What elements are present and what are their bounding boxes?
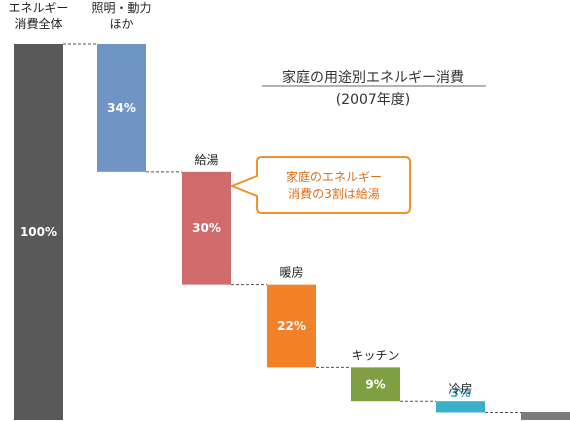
callout-bubble — [229, 156, 411, 214]
bar-lighting — [97, 44, 146, 172]
callout: 家庭のエネルギー 消費の3割は給湯 — [229, 156, 411, 214]
category-label-kitchen: キッチン — [351, 348, 399, 362]
bar-remainder — [521, 412, 570, 420]
category-label-total-1: エネルギー — [8, 1, 68, 15]
category-label-lighting-2: ほか — [109, 17, 133, 31]
value-label-heating: 22% — [277, 319, 306, 333]
value-label-cooling: 3% — [450, 386, 470, 400]
callout-line-1: 家庭のエネルギー — [286, 169, 382, 184]
category-label-lighting-1: 照明・動力 — [91, 1, 151, 15]
chart-title: 家庭の用途別エネルギー消費 — [282, 69, 464, 86]
value-label-hot-water: 30% — [192, 221, 221, 235]
category-label-total-2: 消費全体 — [14, 16, 62, 31]
bar-heating — [267, 284, 316, 368]
value-label-total: 100% — [20, 225, 57, 239]
bar-total — [14, 44, 63, 420]
bar-hot-water — [182, 171, 231, 285]
category-label-heating: 暖房 — [279, 265, 303, 280]
chart-subtitle: (2007年度) — [336, 92, 411, 108]
value-label-lighting: 34% — [107, 101, 136, 115]
category-label-hot-water: 給湯 — [194, 153, 218, 167]
value-label-kitchen: 9% — [365, 377, 385, 391]
callout-line-2: 消費の3割は給湯 — [288, 186, 380, 201]
bar-cooling — [436, 401, 485, 413]
bar-kitchen — [351, 367, 400, 402]
category-label-cooling: 冷房 — [448, 381, 472, 396]
